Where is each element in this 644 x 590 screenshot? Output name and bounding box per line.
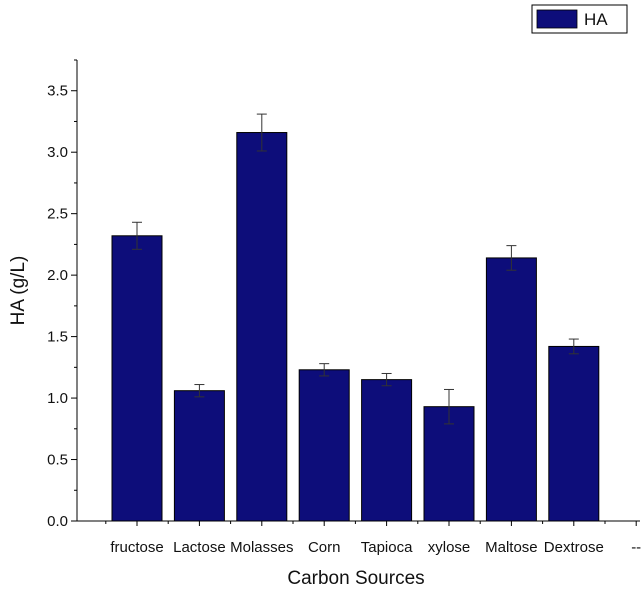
y-tick-label: 2.0	[47, 267, 68, 284]
bar	[236, 132, 288, 522]
bar	[111, 235, 163, 522]
x-tick-label: Maltose	[485, 539, 538, 556]
error-bars	[132, 113, 579, 425]
y-tick-label: 3.0	[47, 144, 68, 161]
y-axis-ticks: 0.0 0.5 1.0 1.5 2.0 2.5 3.0 3.5	[47, 59, 77, 530]
bar	[548, 345, 600, 522]
bar	[173, 390, 225, 522]
bar	[298, 369, 350, 522]
bars	[111, 132, 600, 522]
x-tick-label: xylose	[428, 539, 471, 556]
y-tick-label: 2.5	[47, 206, 68, 223]
x-tick-label: Corn	[308, 539, 341, 556]
y-tick-label: 3.5	[47, 83, 68, 100]
y-tick-label: 1.5	[47, 329, 68, 346]
x-tick-label: Tapioca	[361, 539, 413, 556]
x-tick-label: Lactose	[173, 539, 226, 556]
bar	[423, 406, 475, 522]
x-tick-label: Dextrose	[544, 539, 604, 556]
x-axis-ticks: fructose Lactose Molasses Corn Tapioca xylose…	[105, 521, 641, 556]
plot-area: 0.0 0.5 1.0 1.5 2.0 2.5 3.0 3.5 fructose Lactose…	[47, 59, 641, 556]
legend-swatch	[536, 9, 578, 29]
y-tick-label: 1.0	[47, 390, 68, 407]
legend-label: HA	[584, 10, 608, 29]
x-tick-label: fructose	[110, 539, 163, 556]
x-tick-label: Molasses	[230, 539, 293, 556]
y-axis-title: HA (g/L)	[8, 256, 29, 326]
y-tick-label: 0.0	[47, 513, 68, 530]
x-tick-label: --	[631, 539, 641, 556]
x-axis-title: Carbon Sources	[287, 568, 424, 589]
y-tick-label: 0.5	[47, 452, 68, 469]
bar	[361, 379, 413, 522]
legend: HA	[531, 4, 628, 34]
bar	[485, 257, 537, 522]
